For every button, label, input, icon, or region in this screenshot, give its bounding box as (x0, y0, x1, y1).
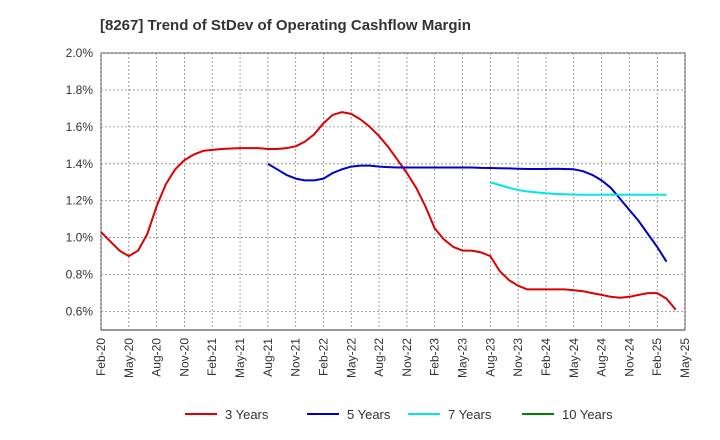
x-tick-label: Nov-21 (289, 338, 303, 377)
x-tick-label: Nov-20 (177, 338, 191, 377)
x-tick-label: Feb-20 (94, 338, 108, 376)
x-tick-label: Aug-21 (261, 338, 275, 377)
x-tick-label: Aug-23 (483, 338, 497, 377)
x-tick-label: Aug-24 (595, 338, 609, 377)
legend-label: 3 Years (225, 407, 269, 422)
legend: 3 Years 5 Years 7 Years 10 Years (185, 407, 613, 422)
x-axis: Feb-20 May-20 Aug-20 Nov-20 Feb-21 May-21 Aug-… (94, 338, 692, 378)
x-tick-label: Feb-25 (650, 338, 664, 376)
y-tick-label: 1.2% (66, 194, 94, 208)
y-tick-label: 1.4% (66, 157, 94, 171)
series-lines (100, 111, 677, 311)
x-tick-label: Feb-21 (205, 338, 219, 376)
legend-label: 7 Years (448, 407, 492, 422)
y-tick-label: 1.8% (66, 83, 94, 97)
y-tick-label: 0.6% (66, 305, 94, 319)
x-tick-label: May-23 (456, 338, 470, 378)
x-tick-label: Nov-22 (400, 338, 414, 377)
series-line-7-years (490, 181, 667, 196)
plot-area (100, 52, 686, 331)
x-tick-label: Feb-23 (428, 338, 442, 376)
y-axis: 0.6% 0.8% 1.0% 1.2% 1.4% 1.6% 1.8% 2.0% (66, 46, 94, 319)
x-tick-label: Aug-20 (150, 338, 164, 377)
series-line-3-years (100, 111, 677, 311)
y-tick-label: 1.0% (66, 231, 94, 245)
x-tick-label: May-22 (344, 338, 358, 378)
legend-label: 5 Years (347, 407, 391, 422)
x-tick-label: May-24 (567, 338, 581, 378)
y-tick-label: 2.0% (66, 46, 94, 60)
x-tick-label: Aug-22 (372, 338, 386, 377)
grid (100, 52, 686, 330)
x-tick-label: Feb-24 (539, 338, 553, 376)
x-tick-label: May-21 (233, 338, 247, 378)
y-tick-label: 0.8% (66, 268, 94, 282)
y-tick-label: 1.6% (66, 120, 94, 134)
x-tick-label: May-25 (678, 338, 692, 378)
x-tick-label: May-20 (122, 338, 136, 378)
legend-label: 10 Years (562, 407, 613, 422)
chart-title: [8267] Trend of StDev of Operating Cashf… (100, 17, 471, 34)
series-line-5-years (267, 162, 668, 263)
x-tick-label: Feb-22 (316, 338, 330, 376)
x-tick-label: Nov-23 (511, 338, 525, 377)
x-tick-label: Nov-24 (622, 338, 636, 377)
